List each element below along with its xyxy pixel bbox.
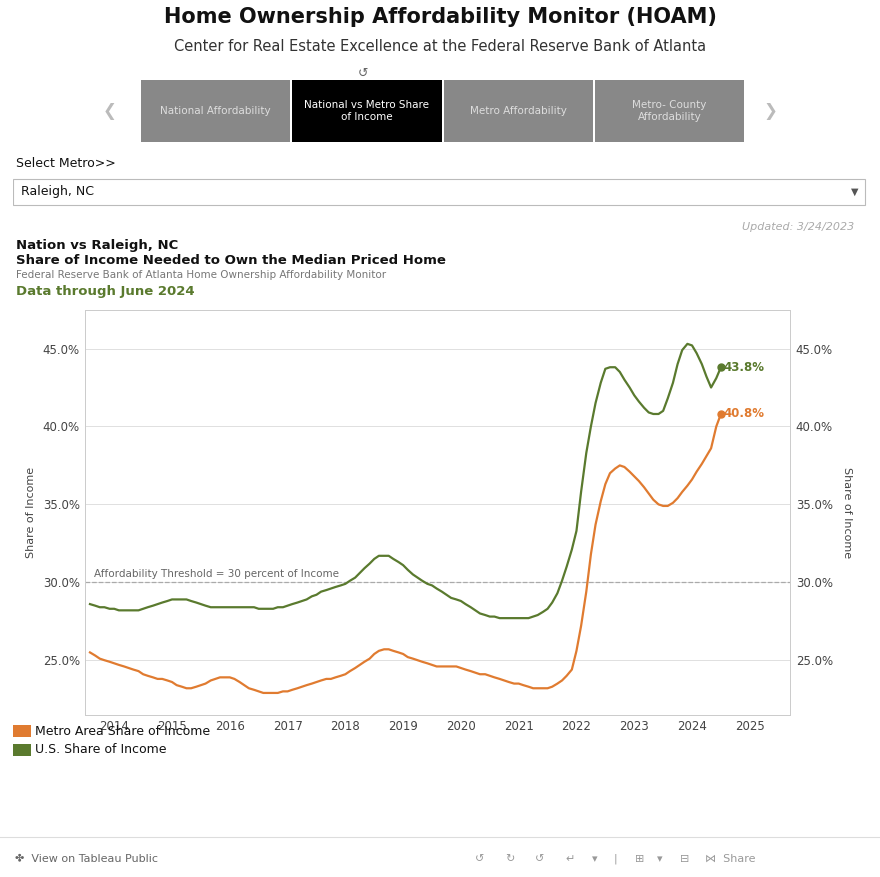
Text: Center for Real Estate Excellence at the Federal Reserve Bank of Atlanta: Center for Real Estate Excellence at the… (174, 39, 706, 54)
Text: ✤  View on Tableau Public: ✤ View on Tableau Public (15, 854, 158, 864)
Text: ↺: ↺ (475, 854, 485, 864)
Text: 43.8%: 43.8% (723, 360, 765, 374)
Text: ▼: ▼ (851, 187, 859, 197)
Bar (141, 80, 290, 142)
Bar (13, 744, 32, 756)
Text: Updated: 3/24/2023: Updated: 3/24/2023 (742, 222, 854, 232)
Y-axis label: Share of Income: Share of Income (26, 467, 36, 558)
Text: |: | (613, 853, 617, 864)
Text: ▾: ▾ (657, 854, 663, 864)
Bar (13, 725, 32, 738)
Text: 40.8%: 40.8% (723, 408, 765, 420)
Text: ↺: ↺ (535, 854, 545, 864)
Text: Nation vs Raleigh, NC: Nation vs Raleigh, NC (16, 239, 179, 252)
Text: National vs Metro Share
of Income: National vs Metro Share of Income (304, 100, 429, 122)
Bar (292, 80, 442, 142)
Text: Raleigh, NC: Raleigh, NC (21, 185, 94, 198)
Text: ↵: ↵ (565, 854, 575, 864)
Text: Metro Area Share of Income: Metro Area Share of Income (35, 725, 210, 738)
Text: Federal Reserve Bank of Atlanta Home Ownership Affordability Monitor: Federal Reserve Bank of Atlanta Home Own… (16, 270, 386, 280)
Y-axis label: Share of Income: Share of Income (842, 467, 853, 558)
Bar (444, 80, 593, 142)
Text: ⊞: ⊞ (635, 854, 645, 864)
Text: Affordability Threshold = 30 percent of Income: Affordability Threshold = 30 percent of … (94, 569, 339, 579)
Text: ↺: ↺ (358, 67, 368, 80)
Text: ❯: ❯ (763, 103, 777, 120)
Text: ⋈  Share: ⋈ Share (705, 854, 755, 864)
Text: Home Ownership Affordability Monitor (HOAM): Home Ownership Affordability Monitor (HO… (164, 7, 716, 27)
Text: Data through June 2024: Data through June 2024 (16, 285, 194, 298)
Text: Share of Income Needed to Own the Median Priced Home: Share of Income Needed to Own the Median… (16, 253, 446, 267)
Text: ↻: ↻ (505, 854, 515, 864)
Text: ▾: ▾ (592, 854, 598, 864)
Text: ❮: ❮ (103, 103, 117, 120)
Text: ⊟: ⊟ (680, 854, 690, 864)
Text: U.S. Share of Income: U.S. Share of Income (35, 743, 167, 756)
Bar (595, 80, 744, 142)
Text: Metro Affordability: Metro Affordability (470, 106, 567, 116)
Text: Metro- County
Affordability: Metro- County Affordability (632, 100, 707, 122)
Bar (13, 179, 865, 205)
Text: Select Metro>>: Select Metro>> (16, 157, 116, 170)
Text: National Affordability: National Affordability (160, 106, 271, 116)
